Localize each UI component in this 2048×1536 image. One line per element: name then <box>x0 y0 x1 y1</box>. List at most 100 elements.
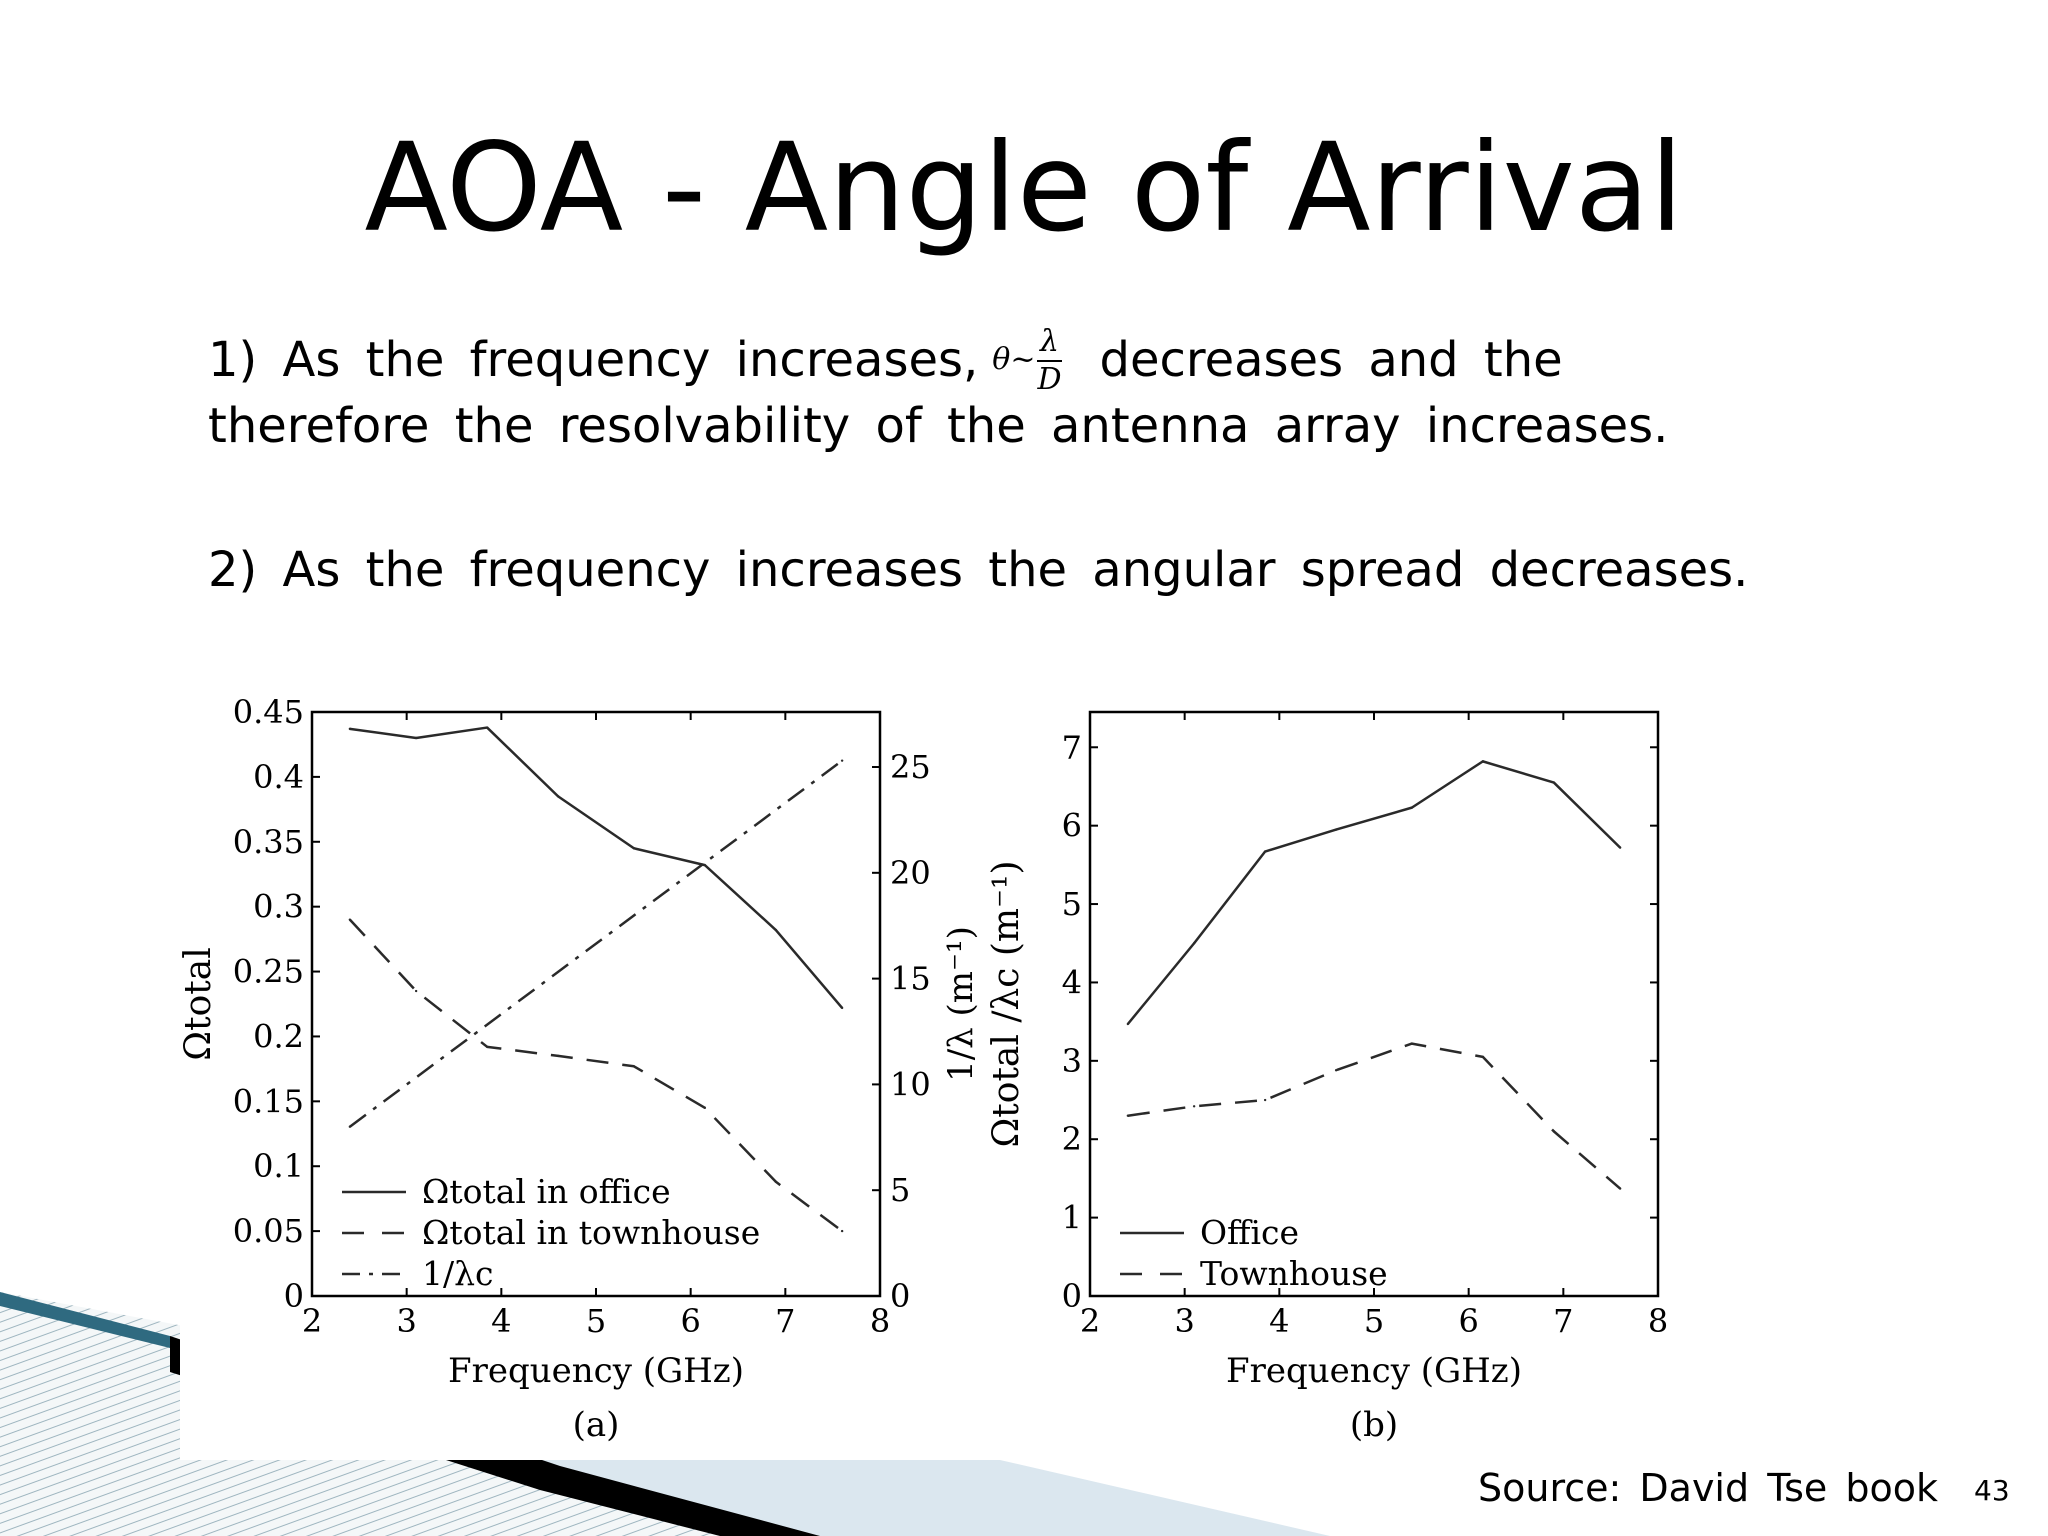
formula-op: ~ <box>1010 342 1036 377</box>
data-point <box>1263 850 1267 853</box>
data-point <box>1192 1105 1196 1108</box>
formula-lhs: θ <box>992 342 1011 377</box>
data-point <box>348 1125 352 1128</box>
y-axis-label: Ωtotal <box>178 947 219 1060</box>
y-tick-label: 0.1 <box>253 1147 304 1185</box>
x-tick-label: 8 <box>870 1302 890 1340</box>
legend-label-1: Ωtotal in office <box>422 1172 671 1211</box>
series-line-3 <box>349 759 843 1128</box>
teal-chevron-edge <box>0 1292 170 1348</box>
data-point <box>1481 760 1485 763</box>
data-point <box>632 847 636 850</box>
data-point <box>485 1045 489 1049</box>
x-tick-label: 8 <box>1648 1302 1668 1340</box>
y-tick-label: 0.15 <box>233 1082 304 1120</box>
x-tick-label: 3 <box>1174 1302 1194 1340</box>
y-tick-label: 5 <box>1062 885 1082 923</box>
series-line-1 <box>349 726 844 1009</box>
data-point <box>1334 828 1338 831</box>
point-1-prefix: 1) As the frequency increases, <box>208 332 979 388</box>
page-number: 43 <box>1974 1474 2010 1507</box>
data-point <box>485 726 489 729</box>
data-point <box>840 759 844 762</box>
slide-title: AOA - Angle of Arrival <box>364 117 1684 259</box>
data-point <box>414 736 418 740</box>
x-tick-label: 7 <box>775 1302 795 1340</box>
data-point <box>1410 1042 1414 1045</box>
data-point <box>1552 1130 1556 1133</box>
formula-numerator: λ <box>1037 324 1062 362</box>
y2-tick-label: 5 <box>890 1171 910 1209</box>
y-tick-label: 0.25 <box>233 953 304 991</box>
x-tick-label: 2 <box>1080 1302 1100 1340</box>
data-point <box>703 863 707 867</box>
data-point <box>414 989 418 993</box>
x-tick-label: 6 <box>1458 1302 1478 1340</box>
y-tick-label: 4 <box>1062 963 1082 1001</box>
point-2-text: 2) As the frequency increases the angula… <box>208 542 1749 598</box>
x-tick-label: 5 <box>586 1302 606 1340</box>
y2-tick-label: 20 <box>890 854 931 892</box>
x-tick-label: 4 <box>491 1302 511 1340</box>
data-point <box>632 1065 636 1068</box>
chart-caption: (b) <box>1350 1405 1398 1445</box>
x-tick-label: 4 <box>1269 1302 1289 1340</box>
x-axis-label: Frequency (GHz) <box>1226 1351 1522 1391</box>
data-point <box>1552 781 1556 784</box>
legend-label-2: Townhouse <box>1200 1254 1388 1293</box>
chart-a: 2 3 4 5 6 7 800.050.10.150.20.250.30.350.40.45… <box>178 693 981 1445</box>
legend-label-1: Office <box>1200 1213 1299 1252</box>
legend-label-3: 1/λc <box>422 1254 494 1293</box>
series-line-2 <box>348 918 843 1233</box>
data-point <box>1410 806 1414 809</box>
theta-formula: θ~ λ D <box>992 324 1062 398</box>
data-point <box>774 928 778 932</box>
data-point <box>840 1229 844 1233</box>
source-citation: Source: David Tse book <box>1478 1466 1938 1510</box>
y-tick-label: 0.3 <box>253 888 304 926</box>
y2-tick-label: 0 <box>890 1277 910 1315</box>
x-tick-label: 5 <box>1364 1302 1384 1340</box>
x-axis-label: Frequency (GHz) <box>448 1351 744 1391</box>
data-point <box>556 795 560 798</box>
y-tick-label: 1 <box>1062 1199 1082 1237</box>
x-tick-label: 3 <box>396 1302 416 1340</box>
data-point <box>1192 942 1196 945</box>
data-point <box>774 1180 778 1183</box>
y-tick-label: 0.4 <box>253 758 304 796</box>
data-point <box>1263 1098 1267 1102</box>
y2-tick-label: 25 <box>890 748 931 786</box>
x-tick-label: 6 <box>680 1302 700 1340</box>
y-tick-label: 0.2 <box>253 1017 304 1055</box>
legend-label-2: Ωtotal in townhouse <box>422 1213 760 1252</box>
y-tick-label: 0 <box>284 1277 304 1315</box>
series-line-1 <box>1126 760 1622 1025</box>
y-tick-label: 6 <box>1062 807 1082 845</box>
data-point <box>348 918 352 921</box>
y-tick-label: 0.45 <box>233 693 304 731</box>
y-tick-label: 2 <box>1062 1120 1082 1158</box>
x-tick-label: 2 <box>302 1302 322 1340</box>
point-1-line-2: therefore the resolvability of the anten… <box>208 398 1669 454</box>
y-tick-label: 0.35 <box>233 823 304 861</box>
data-point <box>840 1006 844 1010</box>
y2-tick-label: 15 <box>890 960 931 998</box>
y-tick-label: 7 <box>1062 728 1082 766</box>
data-point <box>1334 1069 1338 1072</box>
data-point <box>1618 1187 1622 1190</box>
figure-background <box>180 690 1680 1460</box>
series-line-2 <box>1127 1042 1621 1190</box>
data-point <box>348 727 352 731</box>
y2-tick-label: 10 <box>890 1065 931 1103</box>
point-1-suffix: decreases and the <box>1099 332 1563 388</box>
data-point <box>703 1106 707 1110</box>
formula-denominator: D <box>1037 362 1062 397</box>
y-axis-label: Ωtotal /λc (m⁻¹) <box>986 860 1027 1147</box>
x-tick-label: 7 <box>1553 1302 1573 1340</box>
data-point <box>1618 846 1622 849</box>
y-tick-label: 3 <box>1062 1042 1082 1080</box>
